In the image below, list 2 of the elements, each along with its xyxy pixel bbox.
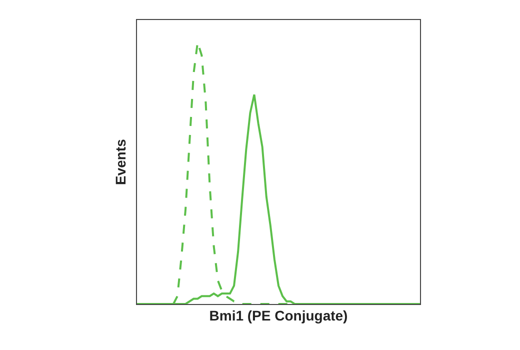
y-axis-title: Events: [112, 138, 129, 185]
x-axis-title: Bmi1 (PE Conjugate): [209, 307, 348, 324]
